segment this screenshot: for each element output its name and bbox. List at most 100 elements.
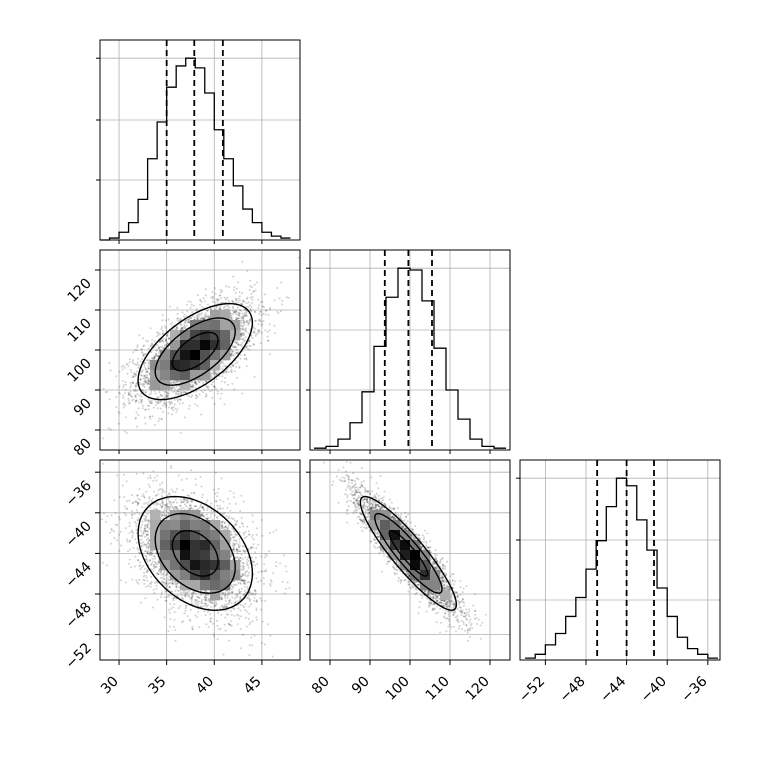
scatter-point [134, 401, 137, 404]
scatter-point [211, 291, 214, 294]
scatter-point [225, 370, 228, 373]
scatter-point [238, 295, 241, 298]
scatter-point [193, 382, 196, 385]
scatter-point [177, 317, 180, 320]
scatter-point [174, 382, 177, 385]
scatter-point [201, 514, 204, 517]
scatter-point [234, 345, 237, 348]
scatter-point [151, 402, 153, 404]
scatter-point [220, 297, 223, 300]
scatter-point [129, 384, 132, 387]
scatter-point [264, 329, 267, 332]
scatter-point [140, 566, 143, 569]
scatter-point [242, 604, 245, 607]
scatter-point [239, 647, 242, 650]
scatter-point [244, 603, 247, 605]
scatter-point [222, 362, 225, 365]
scatter-point [186, 318, 189, 321]
scatter-point [143, 582, 146, 585]
scatter-point [245, 344, 248, 347]
scatter-point [129, 386, 132, 389]
scatter-point [122, 403, 125, 406]
scatter-point [145, 585, 148, 588]
scatter-point [238, 365, 241, 368]
scatter-point [252, 290, 255, 293]
scatter-point [206, 599, 209, 602]
scatter-point [143, 380, 145, 383]
scatter-point [204, 395, 207, 398]
scatter-point [163, 399, 166, 402]
scatter-point [253, 376, 256, 378]
scatter-point [235, 351, 238, 354]
scatter-point [211, 297, 214, 300]
scatter-point [227, 299, 230, 302]
scatter-point [240, 333, 243, 336]
scatter-point [232, 300, 235, 303]
scatter-point [241, 317, 244, 320]
scatter-point [233, 530, 236, 533]
scatter-point [237, 343, 239, 346]
scatter-point [127, 400, 130, 402]
scatter-point [250, 286, 253, 289]
scatter-point [153, 355, 156, 358]
scatter-point [172, 597, 175, 600]
scatter-point [239, 333, 242, 336]
scatter-point [149, 402, 152, 404]
scatter-point [215, 387, 218, 390]
scatter-point [250, 306, 253, 309]
scatter-point [162, 347, 165, 350]
scatter-point [174, 328, 177, 331]
scatter-point [167, 396, 170, 399]
scatter-point [180, 324, 183, 326]
scatter-point [245, 358, 248, 361]
scatter-point [231, 352, 234, 355]
scatter-point [232, 275, 235, 278]
scatter-point [105, 521, 107, 523]
scatter-point [158, 401, 161, 404]
scatter-point [221, 380, 223, 383]
scatter-point [245, 321, 248, 324]
scatter-point [213, 287, 216, 290]
scatter-point [214, 308, 217, 310]
scatter-point [276, 310, 279, 313]
scatter-point [259, 301, 262, 304]
scatter-point [168, 582, 171, 585]
scatter-point [261, 300, 264, 303]
scatter-point [237, 351, 240, 354]
scatter-point [165, 391, 168, 394]
scatter-point [233, 370, 236, 373]
scatter-point [187, 507, 190, 510]
scatter-point [144, 380, 146, 383]
scatter-point [144, 376, 147, 379]
scatter-points [101, 462, 291, 658]
scatter-point [205, 393, 208, 395]
scatter-point [178, 390, 181, 393]
density-cell [180, 370, 191, 381]
scatter-point [251, 644, 254, 647]
scatter-point [138, 565, 141, 568]
scatter-point [132, 359, 134, 362]
scatter-point [141, 389, 144, 392]
scatter-point [222, 500, 225, 503]
scatter-point [202, 297, 205, 300]
scatter-point [242, 322, 245, 325]
scatter-point [237, 317, 240, 320]
scatter-point [236, 314, 239, 316]
scatter-point [139, 371, 142, 374]
scatter-point [150, 390, 153, 393]
scatter-point [221, 521, 224, 524]
scatter-point [121, 368, 124, 371]
density-cell [210, 310, 221, 321]
scatter-point [129, 368, 132, 371]
scatter-point [205, 385, 208, 388]
scatter-point [137, 366, 140, 369]
scatter-point [253, 331, 256, 334]
scatter-point [173, 398, 176, 401]
scatter-point [273, 299, 276, 302]
scatter-point [231, 299, 234, 302]
scatter-point [222, 592, 225, 595]
scatter-point [232, 350, 235, 353]
scatter-point [239, 309, 242, 312]
scatter-point [230, 368, 233, 371]
scatter-point [235, 299, 238, 302]
